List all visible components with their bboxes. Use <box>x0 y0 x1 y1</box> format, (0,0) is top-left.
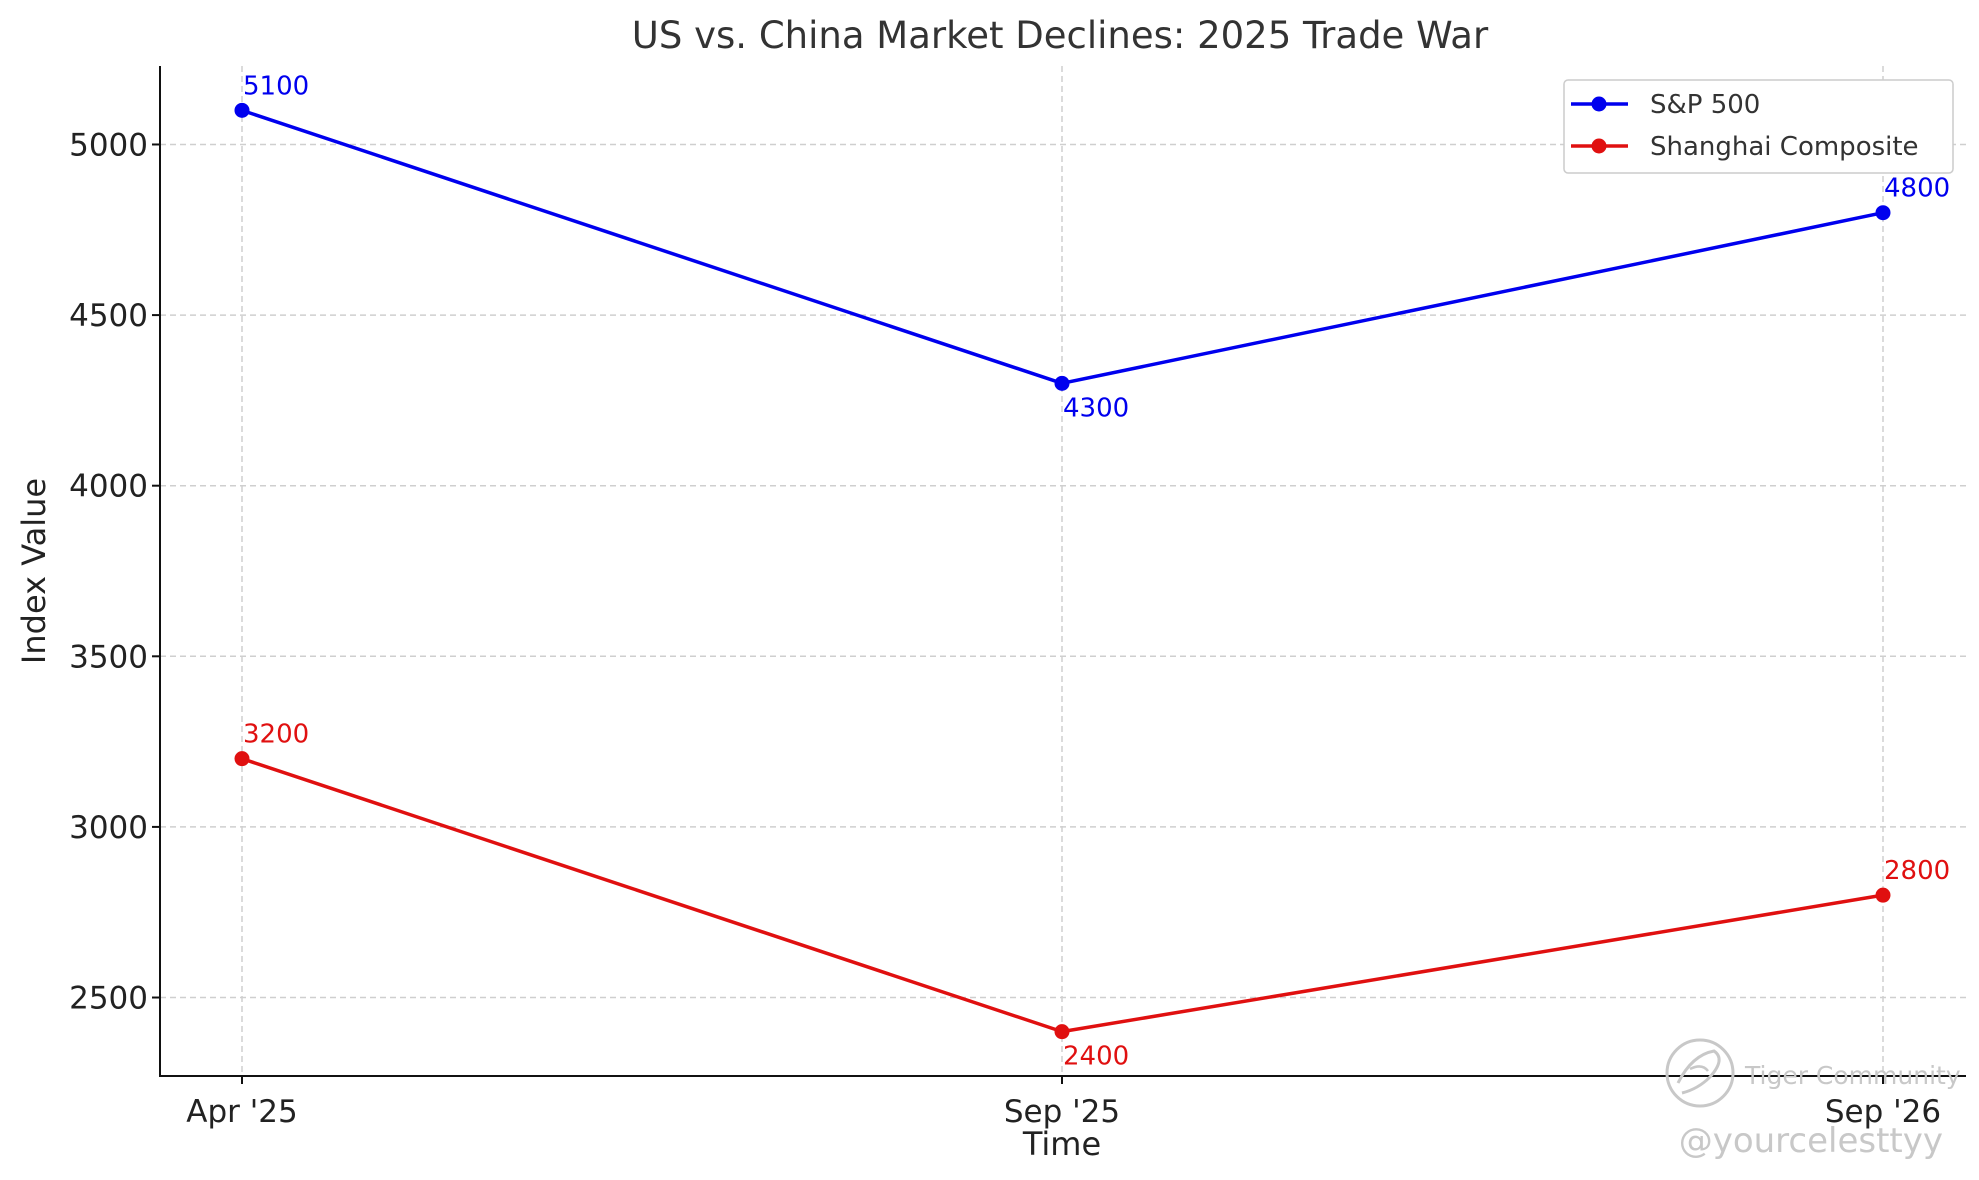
legend-box <box>1563 79 1954 174</box>
data-point <box>1875 887 1891 903</box>
watermark: Tiger Community @yourcelesttyy <box>1665 1038 1961 1161</box>
data-point <box>1875 205 1891 221</box>
data-point <box>234 102 250 118</box>
y-axis-label: Index Value <box>15 478 53 664</box>
legend-swatch-marker <box>1591 138 1607 154</box>
y-tick-label: 4000 <box>69 469 148 505</box>
legend-item: S&P 500 <box>1571 90 1760 120</box>
series-sp500: 5100 4300 4800 <box>234 71 1950 423</box>
x-tick-label: Sep '26 <box>1825 1094 1941 1130</box>
legend-item: Shanghai Composite <box>1571 132 1919 162</box>
x-tick-label: Apr '25 <box>186 1094 297 1130</box>
data-point <box>1054 375 1070 391</box>
legend-label: S&P 500 <box>1650 90 1760 120</box>
data-label: 2800 <box>1884 856 1950 886</box>
legend-swatch-marker <box>1591 96 1607 112</box>
watermark-brand: Tiger Community <box>1744 1061 1961 1090</box>
y-axis-ticks: 2500 3000 3500 4000 4500 5000 <box>69 127 160 1017</box>
series-layer: 5100 4300 4800 3200 2400 2800 <box>234 71 1950 1072</box>
series-shanghai-composite: 3200 2400 2800 <box>234 720 1950 1072</box>
y-tick-label: 4500 <box>69 298 148 334</box>
legend-label: Shanghai Composite <box>1650 132 1919 162</box>
x-tick-label: Sep '25 <box>1004 1094 1120 1130</box>
x-axis-ticks: Apr '25 Sep '25 Sep '26 <box>186 1076 1941 1130</box>
watermark-handle: @yourcelesttyy <box>1679 1121 1943 1161</box>
chart-title: US vs. China Market Declines: 2025 Trade… <box>632 14 1489 57</box>
data-point <box>1054 1024 1070 1040</box>
legend: S&P 500 Shanghai Composite <box>1563 79 1954 174</box>
data-label: 2400 <box>1063 1042 1129 1072</box>
tiger-community-logo <box>1665 1038 1735 1108</box>
data-label: 4300 <box>1063 393 1129 423</box>
grid-lines <box>160 66 1966 1076</box>
data-label: 3200 <box>243 720 309 750</box>
y-tick-label: 2500 <box>69 981 148 1017</box>
y-tick-label: 3000 <box>69 810 148 846</box>
data-label: 5100 <box>243 71 309 101</box>
y-tick-label: 3500 <box>69 639 148 675</box>
x-axis-label: Time <box>1022 1125 1101 1163</box>
data-label: 4800 <box>1884 174 1950 204</box>
data-point <box>234 751 250 767</box>
y-tick-label: 5000 <box>69 127 148 163</box>
